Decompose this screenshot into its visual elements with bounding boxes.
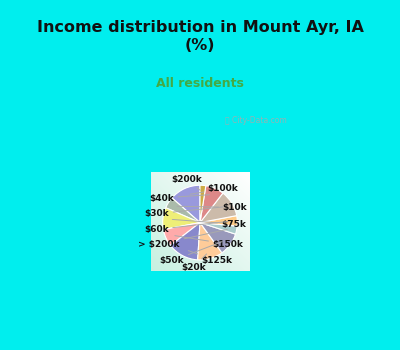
Wedge shape: [200, 193, 237, 223]
Wedge shape: [172, 185, 200, 223]
Wedge shape: [166, 198, 200, 223]
Text: $40k: $40k: [149, 194, 209, 203]
Text: All residents: All residents: [156, 77, 244, 90]
Text: Income distribution in Mount Ayr, IA
(%): Income distribution in Mount Ayr, IA (%): [36, 20, 364, 53]
Wedge shape: [163, 208, 200, 230]
Text: Ⓜ City-Data.com: Ⓜ City-Data.com: [224, 116, 286, 125]
Wedge shape: [198, 223, 222, 260]
Wedge shape: [200, 216, 237, 226]
Text: $20k: $20k: [181, 254, 206, 272]
Text: $30k: $30k: [144, 207, 223, 218]
Wedge shape: [200, 223, 236, 253]
Wedge shape: [200, 185, 206, 223]
Text: $100k: $100k: [190, 184, 238, 194]
Text: $60k: $60k: [144, 222, 228, 234]
Text: $75k: $75k: [172, 219, 246, 229]
Text: $10k: $10k: [177, 203, 247, 212]
Text: > $200k: > $200k: [138, 229, 227, 249]
Text: $50k: $50k: [160, 241, 222, 265]
Text: $125k: $125k: [188, 251, 233, 265]
Wedge shape: [170, 223, 200, 260]
Wedge shape: [200, 223, 237, 234]
Text: $200k: $200k: [171, 175, 202, 190]
Text: $150k: $150k: [175, 236, 244, 249]
Wedge shape: [200, 186, 223, 223]
Wedge shape: [163, 223, 200, 245]
